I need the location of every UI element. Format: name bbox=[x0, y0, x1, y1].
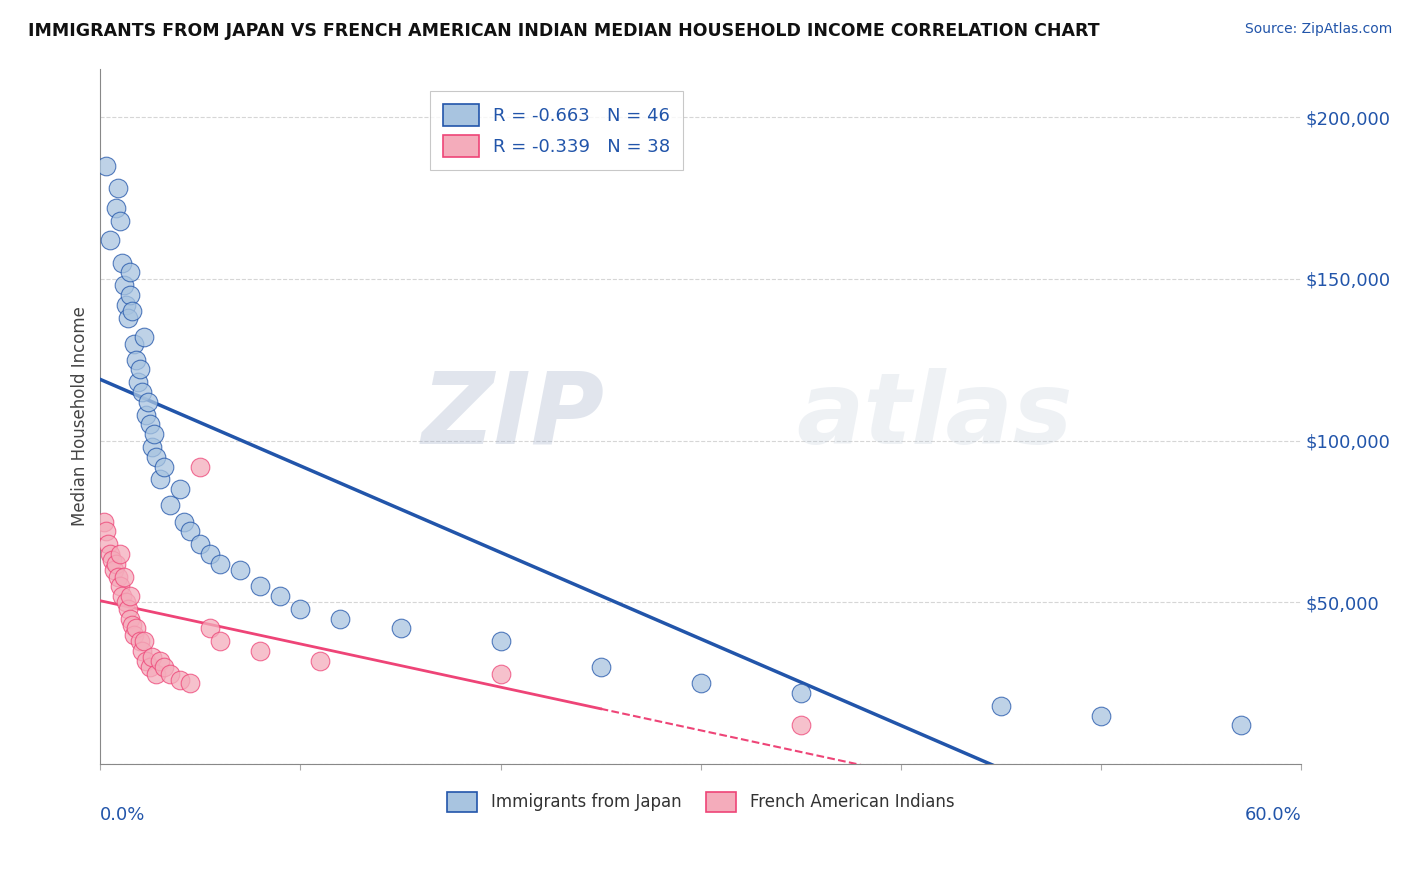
Point bbox=[98, 233, 121, 247]
Point bbox=[169, 673, 191, 687]
Point bbox=[125, 352, 148, 367]
Point bbox=[124, 628, 146, 642]
Point bbox=[121, 618, 143, 632]
Point bbox=[141, 650, 163, 665]
Point bbox=[209, 634, 232, 648]
Point bbox=[103, 563, 125, 577]
Point bbox=[107, 569, 129, 583]
Point bbox=[120, 288, 142, 302]
Point bbox=[139, 417, 162, 432]
Point bbox=[190, 459, 212, 474]
Text: atlas: atlas bbox=[797, 368, 1073, 465]
Point bbox=[117, 602, 139, 616]
Y-axis label: Median Household Income: Median Household Income bbox=[72, 307, 89, 526]
Point bbox=[209, 557, 232, 571]
Point bbox=[389, 621, 412, 635]
Point bbox=[121, 304, 143, 318]
Point bbox=[200, 621, 222, 635]
Point bbox=[589, 660, 612, 674]
Point bbox=[489, 634, 512, 648]
Point bbox=[309, 654, 332, 668]
Point bbox=[115, 298, 138, 312]
Point bbox=[249, 579, 271, 593]
Point bbox=[124, 336, 146, 351]
Point bbox=[249, 644, 271, 658]
Point bbox=[1230, 718, 1253, 732]
Point bbox=[141, 440, 163, 454]
Text: ZIP: ZIP bbox=[422, 368, 605, 465]
Point bbox=[290, 602, 312, 616]
Point bbox=[110, 579, 132, 593]
Point bbox=[110, 213, 132, 227]
Point bbox=[105, 557, 128, 571]
Point bbox=[97, 537, 120, 551]
Point bbox=[269, 589, 291, 603]
Text: 60.0%: 60.0% bbox=[1244, 806, 1301, 824]
Legend: Immigrants from Japan, French American Indians: Immigrants from Japan, French American I… bbox=[440, 785, 960, 819]
Point bbox=[179, 524, 201, 539]
Point bbox=[143, 427, 166, 442]
Point bbox=[117, 310, 139, 325]
Point bbox=[689, 676, 711, 690]
Point bbox=[129, 362, 152, 376]
Point bbox=[98, 547, 121, 561]
Point bbox=[107, 181, 129, 195]
Point bbox=[120, 612, 142, 626]
Point bbox=[153, 459, 176, 474]
Point bbox=[1090, 708, 1112, 723]
Point bbox=[489, 666, 512, 681]
Point bbox=[125, 621, 148, 635]
Point bbox=[173, 515, 195, 529]
Point bbox=[329, 612, 352, 626]
Point bbox=[200, 547, 222, 561]
Point bbox=[159, 666, 181, 681]
Point bbox=[111, 255, 134, 269]
Point bbox=[990, 699, 1012, 714]
Point bbox=[134, 330, 156, 344]
Point bbox=[120, 265, 142, 279]
Point bbox=[131, 644, 153, 658]
Point bbox=[169, 482, 191, 496]
Point bbox=[111, 589, 134, 603]
Point bbox=[115, 595, 138, 609]
Point bbox=[149, 654, 172, 668]
Point bbox=[190, 537, 212, 551]
Point bbox=[139, 660, 162, 674]
Point bbox=[179, 676, 201, 690]
Point bbox=[96, 524, 118, 539]
Point bbox=[229, 563, 252, 577]
Point bbox=[93, 515, 115, 529]
Point bbox=[105, 201, 128, 215]
Text: IMMIGRANTS FROM JAPAN VS FRENCH AMERICAN INDIAN MEDIAN HOUSEHOLD INCOME CORRELAT: IMMIGRANTS FROM JAPAN VS FRENCH AMERICAN… bbox=[28, 22, 1099, 40]
Point bbox=[110, 547, 132, 561]
Point bbox=[96, 159, 118, 173]
Point bbox=[149, 473, 172, 487]
Point bbox=[790, 686, 813, 700]
Point bbox=[101, 553, 124, 567]
Point bbox=[145, 666, 167, 681]
Text: 0.0%: 0.0% bbox=[100, 806, 146, 824]
Point bbox=[120, 589, 142, 603]
Point bbox=[790, 718, 813, 732]
Point bbox=[112, 569, 135, 583]
Point bbox=[112, 278, 135, 293]
Point bbox=[135, 408, 157, 422]
Point bbox=[138, 394, 160, 409]
Point bbox=[145, 450, 167, 464]
Text: Source: ZipAtlas.com: Source: ZipAtlas.com bbox=[1244, 22, 1392, 37]
Point bbox=[159, 499, 181, 513]
Point bbox=[127, 376, 149, 390]
Point bbox=[153, 660, 176, 674]
Point bbox=[129, 634, 152, 648]
Point bbox=[134, 634, 156, 648]
Point bbox=[135, 654, 157, 668]
Point bbox=[131, 385, 153, 400]
